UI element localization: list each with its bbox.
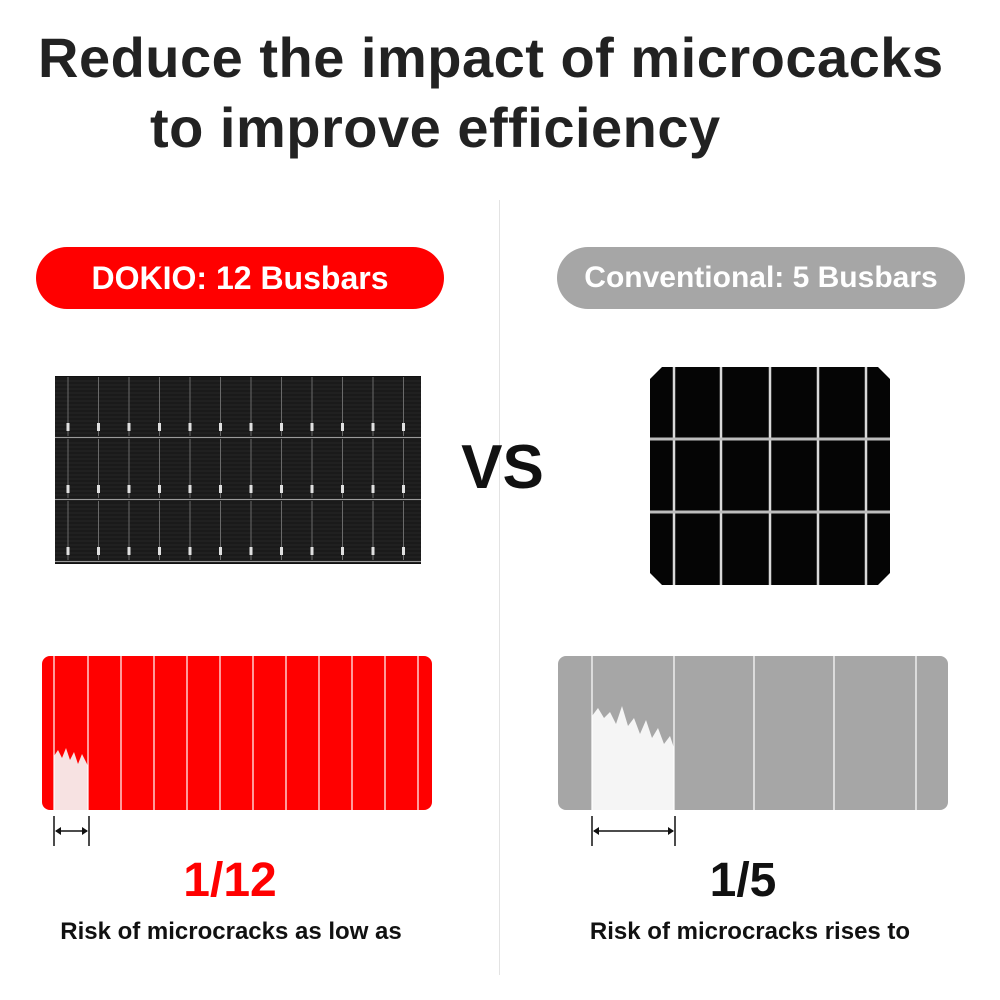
conventional-label-text: Conventional: 5 Busbars	[584, 261, 938, 294]
double-arrow-icon	[53, 816, 90, 846]
page-title-line-1: Reduce the impact of microcacks	[38, 26, 944, 89]
center-divider	[499, 200, 500, 975]
conventional-caption: Risk of microcracks rises to	[589, 918, 911, 945]
dokio-fraction: 1/12	[183, 854, 277, 907]
conventional-label-badge: Conventional: 5 Busbars	[557, 247, 965, 309]
dokio-label-text: DOKIO: 12 Busbars	[91, 259, 389, 296]
vs-label: VS	[461, 433, 544, 502]
dokio-crack-diagram	[42, 656, 432, 810]
conventional-crack-diagram	[558, 656, 948, 810]
double-arrow-icon	[591, 816, 676, 846]
dokio-caption: Risk of microcracks as low as	[60, 918, 402, 945]
solar-panel-12-busbar-icon	[55, 376, 421, 564]
conventional-fraction: 1/5	[709, 854, 777, 907]
page-title-line-2: to improve efficiency	[150, 96, 721, 159]
solar-cell-5-busbar-icon	[650, 367, 890, 585]
dokio-label-badge: DOKIO: 12 Busbars	[36, 247, 444, 309]
